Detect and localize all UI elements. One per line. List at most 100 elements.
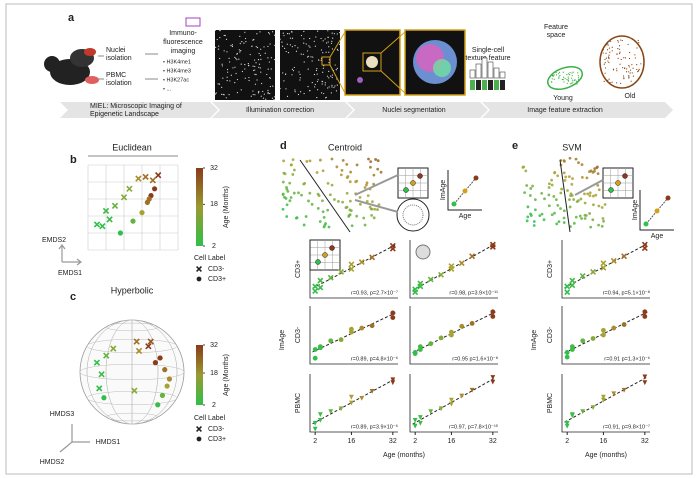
point	[152, 186, 158, 192]
point	[102, 207, 110, 215]
dot	[638, 41, 640, 44]
cluster-young	[546, 66, 584, 90]
colorbar-title: Age (Months)	[223, 354, 230, 396]
dot	[623, 57, 625, 59]
point	[312, 420, 318, 426]
speckle	[282, 72, 284, 74]
speckle	[324, 84, 326, 86]
dot	[628, 66, 630, 68]
cell-dot	[562, 171, 566, 175]
cell-dot	[547, 193, 551, 197]
dot	[569, 71, 571, 74]
point	[349, 400, 354, 406]
cell-dot	[365, 181, 369, 185]
nucleus	[366, 56, 378, 68]
speckle	[267, 45, 269, 48]
speckle	[287, 52, 290, 54]
stat-label: r=0.89, p=3.9×10⁻⁶	[351, 423, 398, 430]
speckle	[260, 95, 262, 97]
dot	[621, 67, 624, 69]
dot	[551, 78, 553, 80]
dot	[572, 81, 574, 83]
decision-line	[299, 159, 351, 233]
cell-dot	[550, 213, 554, 217]
cell-dot	[350, 224, 354, 228]
speckle	[331, 86, 333, 88]
dot	[571, 82, 573, 84]
speckle	[303, 38, 305, 40]
dot	[609, 51, 611, 53]
dot	[636, 68, 638, 71]
dot	[634, 40, 636, 42]
cell-dot	[322, 225, 326, 229]
point	[131, 387, 138, 394]
x-tick-label: 2	[413, 438, 417, 445]
speckle	[247, 63, 249, 65]
point	[312, 347, 318, 352]
dot	[605, 52, 607, 54]
point	[611, 391, 617, 397]
point	[569, 277, 576, 284]
dot	[619, 63, 621, 65]
speckle	[222, 77, 224, 79]
dot	[605, 57, 607, 59]
speckle	[314, 86, 316, 88]
dot	[604, 72, 606, 74]
dot	[568, 73, 570, 75]
speckle	[253, 38, 255, 41]
meridian	[86, 319, 178, 425]
speckle	[273, 98, 275, 101]
dot	[638, 69, 640, 72]
speckle	[306, 50, 309, 52]
inset-box	[396, 198, 430, 232]
speckle	[219, 30, 221, 32]
cell-dot	[566, 189, 569, 192]
point	[369, 254, 376, 261]
legend-marker	[196, 266, 202, 272]
speckle	[303, 42, 305, 44]
dot	[607, 56, 610, 58]
parallel	[79, 363, 185, 381]
speckle	[317, 89, 319, 91]
cell-dot	[376, 208, 379, 211]
axes-frame	[409, 240, 498, 299]
axis-label: EMDS2	[42, 237, 66, 244]
dot	[568, 78, 570, 80]
dot	[608, 78, 610, 80]
speckle	[248, 64, 250, 67]
speckle	[236, 78, 239, 81]
speckle	[321, 83, 323, 85]
speckle	[331, 32, 333, 34]
axes-frame	[561, 240, 650, 299]
speckle	[267, 91, 269, 93]
pointer	[354, 174, 399, 213]
axis-label: HMDS2	[40, 459, 65, 466]
speckle	[327, 36, 329, 38]
cell-dot	[594, 193, 598, 197]
cell-dot	[348, 199, 352, 203]
point	[348, 266, 355, 272]
speckle	[311, 81, 313, 84]
speckle	[228, 61, 231, 63]
speckle	[260, 58, 262, 60]
dot	[558, 76, 560, 78]
speckle	[310, 56, 312, 58]
speckle	[316, 80, 319, 83]
x-tick-label: 16	[448, 438, 456, 445]
cluster-old	[599, 35, 645, 89]
axes-frame	[409, 306, 498, 365]
zoom-line	[329, 31, 346, 94]
cell-dot	[370, 207, 374, 211]
legend-label: CD3-	[208, 426, 225, 433]
speckle	[317, 79, 319, 81]
cell-dot	[348, 180, 352, 184]
speckle	[291, 74, 293, 76]
cell-dot	[284, 197, 288, 200]
speckle	[330, 42, 333, 44]
dot	[577, 79, 580, 81]
dot	[572, 71, 574, 73]
point	[611, 325, 617, 331]
speckle	[317, 59, 320, 61]
speckle	[258, 66, 260, 68]
speckle	[268, 33, 271, 35]
